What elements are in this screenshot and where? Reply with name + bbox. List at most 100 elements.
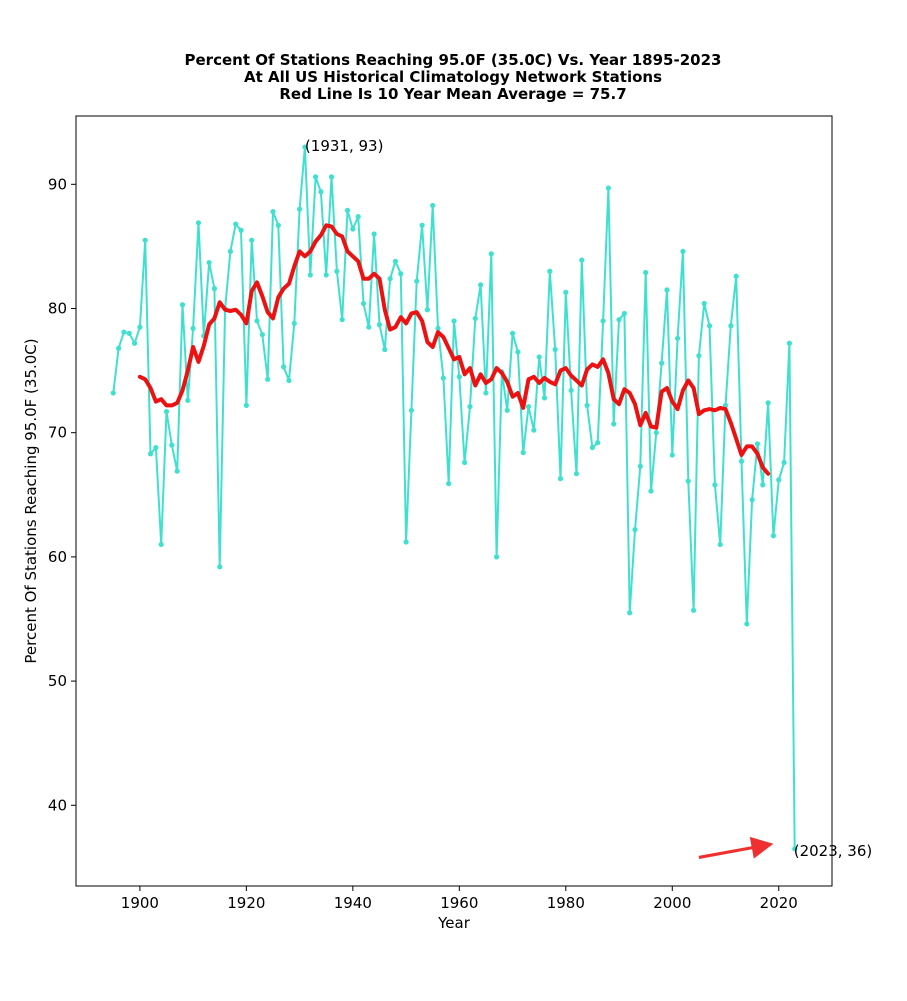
annual-data-point (275, 222, 281, 228)
annual-data-point (195, 220, 202, 226)
annual-data-point (584, 402, 590, 408)
annual-data-point (722, 402, 729, 408)
annual-data-point (509, 330, 516, 336)
annual-data-point (430, 202, 436, 209)
annual-data-point (360, 300, 367, 307)
annual-data-point (318, 189, 324, 195)
annual-data-point (419, 222, 425, 228)
annual-data-point (770, 533, 777, 539)
annual-data-point (350, 226, 356, 232)
annual-data-point (717, 541, 723, 548)
annual-data-point (355, 213, 361, 220)
annual-data-point (339, 317, 345, 323)
annual-data-point (424, 307, 430, 313)
annual-data-point (744, 621, 750, 627)
annual-data-point (515, 349, 521, 355)
annual-data-point (312, 174, 319, 180)
y-tick-label: 60 (48, 548, 67, 566)
x-tick-label: 1980 (547, 894, 585, 912)
y-tick-label: 90 (48, 175, 67, 193)
annual-data-point (776, 477, 782, 483)
y-axis: 40 50 60 70 80 90 (48, 175, 76, 814)
chart-title: Percent Of Stations Reaching 95.0F (35.0… (185, 51, 722, 103)
annual-data-point (265, 376, 271, 382)
annual-data-point (115, 345, 122, 351)
annual-data-point (520, 449, 526, 456)
y-tick-label: 70 (48, 424, 67, 442)
annual-data-point (328, 174, 335, 180)
y-axis-label: Percent Of Stations Reaching 95.0F (35.0… (22, 338, 40, 663)
x-tick-label: 2020 (760, 894, 798, 912)
annual-data-point (467, 404, 473, 410)
annual-data-point (643, 269, 649, 276)
annual-data-point (323, 272, 329, 278)
annual-data-point (792, 846, 798, 852)
annual-data-point (227, 248, 233, 254)
annual-data-point (297, 206, 303, 212)
annual-data-point (169, 442, 175, 448)
annual-data-point (147, 451, 154, 457)
annual-data-point (765, 400, 771, 406)
annual-data-point (525, 404, 532, 410)
annual-data-point (536, 354, 542, 360)
annual-data-point (291, 320, 297, 327)
annual-data-point (760, 482, 766, 488)
annual-data-point (616, 317, 622, 323)
annual-data-point (131, 340, 138, 346)
annual-data-point (403, 539, 409, 545)
annual-data-point (254, 318, 260, 324)
annual-data-point (163, 408, 170, 415)
annual-data-point (334, 268, 340, 274)
annual-data-point (238, 227, 244, 233)
annual-data-point (233, 221, 239, 227)
annual-data-point (398, 271, 404, 277)
annual-data-point (179, 302, 186, 308)
peak-annotation: (1931, 93) (305, 137, 384, 155)
annual-data-point (371, 231, 377, 237)
plot-area-frame (75, 115, 833, 887)
x-tick-label: 1920 (227, 894, 265, 912)
annual-data-point (547, 268, 553, 274)
latest-annotation: (2023, 36) (794, 842, 873, 860)
annual-data-point (392, 258, 399, 264)
annual-data-point (531, 427, 537, 433)
annual-data-point (302, 144, 308, 150)
x-axis-label: Year (437, 914, 471, 932)
annual-data-point (456, 374, 462, 380)
annual-data-point (185, 397, 191, 404)
annual-data-point (573, 471, 580, 477)
annual-data-point (446, 481, 452, 487)
annual-data-point (648, 488, 654, 494)
annual-data-point (568, 387, 574, 394)
annual-data-point (488, 251, 494, 257)
annual-data-point (781, 459, 787, 466)
annual-data-point (749, 497, 755, 503)
annual-data-point (259, 331, 265, 338)
annual-data-point (126, 330, 132, 336)
annual-data-point (382, 346, 388, 353)
annual-data-point (733, 273, 739, 279)
annual-data-point (414, 278, 420, 284)
annual-data-point (786, 340, 793, 346)
annual-data-point (158, 541, 164, 548)
chart-title-line-2: At All US Historical Climatology Network… (244, 68, 662, 86)
annual-data-point (659, 360, 665, 366)
annual-data-point (738, 458, 745, 464)
annual-data-point (286, 377, 292, 384)
chart-title-line-3: Red Line Is 10 Year Mean Average = 75.7 (279, 85, 626, 103)
x-axis: 1900 1920 1940 1960 1980 2000 2020 (121, 886, 798, 912)
annual-data-point (669, 452, 675, 458)
annual-data-point (451, 318, 457, 324)
annual-data-point (621, 310, 627, 317)
annual-data-point (217, 564, 223, 570)
x-tick-label: 1960 (440, 894, 478, 912)
annual-data-point (462, 459, 468, 466)
annual-series-line (112, 146, 796, 849)
annual-data-point (664, 287, 670, 293)
y-tick-label: 50 (48, 672, 67, 690)
annual-data-point (174, 468, 180, 474)
annual-data-point (110, 390, 116, 396)
annual-data-point (696, 353, 702, 359)
annual-data-point (685, 478, 691, 484)
annual-data-point (307, 272, 313, 278)
